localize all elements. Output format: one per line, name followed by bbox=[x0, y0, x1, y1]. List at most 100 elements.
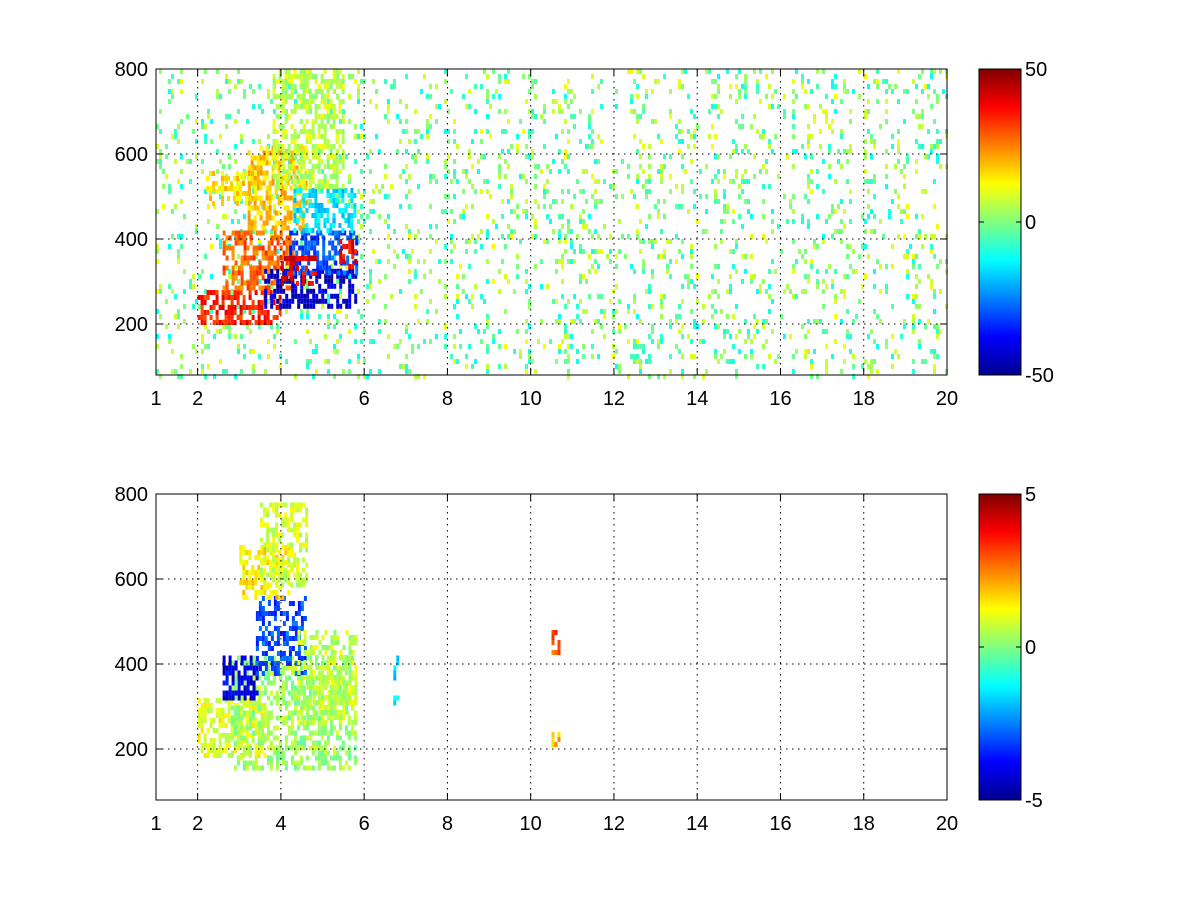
heatmap-cell bbox=[327, 665, 331, 670]
heatmap-cell bbox=[264, 250, 268, 256]
heatmap-cell bbox=[495, 224, 498, 229]
heatmap-cell bbox=[263, 753, 267, 758]
heatmap-cell bbox=[615, 254, 618, 259]
heatmap-cell bbox=[260, 735, 264, 741]
heatmap-cell bbox=[486, 74, 489, 79]
heatmap-cell bbox=[337, 235, 341, 241]
heatmap-cell bbox=[768, 354, 771, 359]
heatmap-cell bbox=[792, 239, 795, 244]
heatmap-cell bbox=[242, 745, 246, 751]
heatmap-cell bbox=[294, 611, 298, 616]
heatmap-cell bbox=[325, 255, 329, 261]
heatmap-cell bbox=[594, 179, 597, 184]
heatmap-cell bbox=[258, 601, 262, 606]
heatmap-cell bbox=[259, 145, 263, 151]
heatmap-cell bbox=[228, 334, 231, 339]
heatmap-cell bbox=[495, 89, 498, 94]
heatmap-cell bbox=[308, 174, 312, 179]
heatmap-cell bbox=[278, 94, 282, 99]
heatmap-cell bbox=[341, 99, 345, 104]
heatmap-cell bbox=[630, 264, 633, 269]
heatmap-cell bbox=[750, 339, 753, 344]
heatmap-cell bbox=[284, 685, 288, 691]
heatmap-cell bbox=[444, 79, 447, 84]
heatmap-cell bbox=[177, 249, 180, 254]
heatmap-cell bbox=[915, 294, 918, 299]
heatmap-cell bbox=[645, 189, 648, 194]
heatmap-cell bbox=[320, 114, 324, 119]
heatmap-cell bbox=[390, 294, 393, 299]
heatmap-cell bbox=[528, 74, 531, 79]
heatmap-cell bbox=[585, 279, 588, 284]
heatmap-cell bbox=[299, 169, 303, 174]
heatmap-cell bbox=[293, 740, 297, 746]
heatmap-cell bbox=[663, 164, 666, 169]
heatmap-cell bbox=[744, 79, 747, 84]
heatmap-cell bbox=[303, 616, 307, 621]
heatmap-cell bbox=[209, 186, 212, 191]
colorbar-tick-label: 0 bbox=[1025, 212, 1036, 234]
heatmap-cell bbox=[289, 175, 293, 181]
heatmap-cell bbox=[444, 259, 447, 264]
heatmap-cell bbox=[275, 129, 279, 134]
heatmap-cell bbox=[242, 590, 246, 595]
heatmap-cell bbox=[290, 179, 294, 184]
heatmap-cell bbox=[600, 249, 603, 254]
heatmap-cell bbox=[263, 507, 267, 513]
x-tick-label: 10 bbox=[520, 388, 542, 410]
heatmap-cell bbox=[834, 299, 837, 304]
heatmap-cell bbox=[554, 742, 558, 747]
heatmap-cell bbox=[278, 745, 282, 751]
heatmap-cell bbox=[326, 188, 330, 193]
heatmap-cell bbox=[269, 710, 273, 716]
heatmap-cell bbox=[618, 329, 621, 334]
heatmap-cell bbox=[299, 577, 303, 583]
heatmap-cell bbox=[294, 293, 298, 299]
heatmap-cell bbox=[609, 184, 612, 189]
heatmap-cell bbox=[363, 359, 366, 364]
heatmap-cell bbox=[384, 219, 387, 224]
heatmap-cell bbox=[285, 285, 289, 291]
heatmap-cell bbox=[257, 565, 261, 570]
heatmap-cell bbox=[311, 730, 315, 736]
heatmap-cell bbox=[333, 268, 337, 274]
heatmap-cell bbox=[342, 259, 346, 264]
heatmap-cell bbox=[326, 680, 330, 686]
heatmap-cell bbox=[876, 99, 879, 104]
heatmap-cell bbox=[320, 695, 324, 701]
heatmap-cell bbox=[258, 636, 262, 641]
heatmap-cell bbox=[192, 344, 195, 349]
heatmap-cell bbox=[267, 260, 271, 266]
heatmap-cell bbox=[260, 572, 264, 578]
heatmap-cell bbox=[864, 154, 867, 159]
heatmap-cell bbox=[933, 294, 936, 299]
heatmap-cell bbox=[156, 159, 159, 164]
heatmap-cell bbox=[302, 582, 306, 588]
heatmap-cell bbox=[714, 244, 717, 249]
heatmap-cell bbox=[690, 134, 693, 139]
heatmap-cell bbox=[348, 369, 351, 374]
heatmap-cell bbox=[320, 745, 324, 751]
heatmap-cell bbox=[789, 289, 792, 294]
heatmap-cell bbox=[690, 179, 693, 184]
heatmap-cell bbox=[257, 590, 261, 595]
heatmap-cell bbox=[642, 169, 645, 174]
heatmap-cell bbox=[498, 344, 501, 349]
heatmap-cell bbox=[444, 69, 447, 74]
heatmap-cell bbox=[585, 199, 588, 204]
heatmap-cell bbox=[504, 159, 507, 164]
heatmap-cell bbox=[323, 223, 327, 228]
heatmap-cell bbox=[564, 349, 567, 354]
heatmap-cell bbox=[171, 349, 174, 354]
heatmap-cell bbox=[334, 260, 338, 266]
heatmap-cell bbox=[296, 745, 300, 751]
heatmap-cell bbox=[648, 164, 651, 169]
heatmap-cell bbox=[735, 144, 738, 149]
heatmap-cell bbox=[317, 169, 321, 174]
heatmap-cell bbox=[331, 245, 335, 251]
heatmap-cell bbox=[843, 209, 846, 214]
heatmap-cell bbox=[693, 204, 696, 209]
heatmap-cell bbox=[723, 174, 726, 179]
heatmap-cell bbox=[408, 334, 411, 339]
heatmap-cell bbox=[266, 595, 270, 600]
